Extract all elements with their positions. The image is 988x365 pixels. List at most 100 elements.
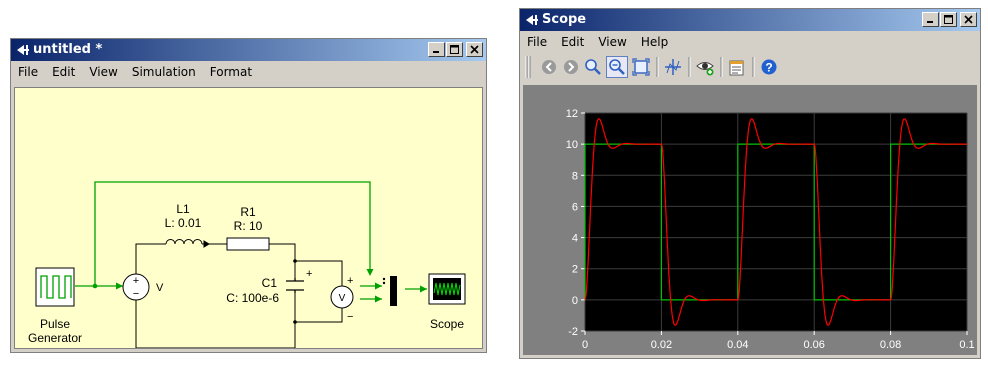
schematic-canvas[interactable]: Pulse Generator + − V L1 L: 0.01 R1 R: 1… [14, 87, 483, 349]
menu-simulation[interactable]: Simulation [131, 65, 196, 79]
toolbar-separator [656, 57, 659, 77]
voltage-source-label: V [156, 282, 164, 294]
forward-icon [564, 60, 578, 74]
toolbar-separator [688, 57, 691, 77]
x-tick-label: 0.02 [651, 339, 672, 351]
help-icon: ? [761, 59, 777, 75]
menu-format[interactable]: Format [209, 65, 253, 79]
y-axis-ticks: -2 0 2 4 6 8 10 12 [566, 108, 585, 338]
x-tick-label: 0 [582, 339, 588, 351]
y-tick-label: -2 [568, 326, 578, 338]
eye-button[interactable] [694, 56, 716, 78]
menu-view[interactable]: View [89, 65, 118, 79]
menu-help[interactable]: Help [640, 35, 669, 49]
close-button[interactable] [466, 42, 483, 57]
capacitor-name: C1 [262, 276, 278, 290]
app-icon [17, 45, 29, 55]
y-tick-label: 0 [572, 295, 578, 307]
wire-junctions [92, 283, 98, 289]
voltage-source[interactable] [122, 273, 150, 301]
inductor-value: L: 0.01 [165, 216, 202, 230]
capacitor-plus: + [306, 268, 312, 280]
app-icon [526, 15, 538, 25]
series-output-response [584, 118, 967, 326]
close-button[interactable] [960, 12, 977, 27]
zoom-fit-button[interactable] [630, 56, 652, 78]
voltage-source-minus: − [133, 288, 139, 300]
x-tick-label: 0.08 [880, 339, 901, 351]
zoom-active-icon [609, 59, 625, 75]
scope-block[interactable] [428, 273, 466, 305]
voltmeter-label: V [339, 293, 346, 304]
model-menubar: File Edit View Simulation Format [11, 61, 486, 83]
x-tick-label: 0.06 [803, 339, 824, 351]
maximize-button[interactable] [446, 42, 463, 57]
y-tick-label: 8 [572, 170, 578, 182]
x-tick-label: 0.04 [727, 339, 748, 351]
series-layer [584, 118, 967, 326]
properties-button[interactable] [726, 56, 748, 78]
forward-button[interactable] [560, 56, 582, 78]
scope-block-label: Scope [430, 317, 464, 331]
voltmeter-minus: − [347, 311, 353, 323]
maximize-icon [944, 15, 953, 24]
signal-mux[interactable] [382, 276, 397, 306]
signal-arrows [116, 269, 427, 303]
properties-icon [729, 60, 744, 76]
y-tick-label: 6 [572, 201, 578, 213]
eye-icon [696, 62, 714, 76]
pulse-generator-block[interactable] [35, 267, 75, 307]
svg-text:?: ? [765, 61, 772, 75]
menu-edit[interactable]: Edit [561, 35, 585, 49]
pulse-generator-label: Pulse [40, 317, 70, 331]
scope-toolbar: ? [520, 53, 980, 81]
cursor-icon [665, 59, 681, 75]
voltmeter[interactable] [330, 285, 354, 309]
minimize-button[interactable] [922, 12, 939, 27]
back-button[interactable] [538, 56, 560, 78]
close-icon [470, 45, 479, 54]
minimize-icon [433, 51, 439, 53]
cursor-button[interactable] [662, 56, 684, 78]
zoom-button[interactable] [582, 56, 604, 78]
zoom-fit-icon [632, 58, 650, 76]
menu-view[interactable]: View [598, 35, 627, 49]
help-button[interactable]: ? [758, 56, 780, 78]
zoom-active-button[interactable] [606, 56, 628, 78]
y-tick-label: 10 [566, 139, 578, 151]
scope-menubar: File Edit View Help [520, 31, 980, 53]
toolbar-separator [720, 57, 723, 77]
scope-chart: -2 0 2 4 6 8 10 12 0 0.02 0.04 0.06 0.08 0.1 [566, 108, 975, 351]
plot-background [585, 113, 967, 331]
y-tick-label: 2 [572, 264, 578, 276]
model-window: untitled * File Edit View Simulation For… [10, 38, 487, 353]
inductor[interactable] [165, 239, 210, 248]
resistor-name: R1 [240, 205, 256, 219]
y-tick-label: 4 [572, 233, 578, 245]
close-icon [964, 15, 973, 24]
menu-file[interactable]: File [527, 35, 548, 49]
x-axis-ticks: 0 0.02 0.04 0.06 0.08 0.1 [582, 331, 975, 351]
voltmeter-plus: + [347, 275, 353, 287]
back-icon [542, 60, 556, 74]
x-tick-label: 0.1 [959, 339, 974, 351]
capacitor[interactable] [286, 278, 304, 293]
maximize-icon [450, 45, 459, 54]
menu-edit[interactable]: Edit [52, 65, 76, 79]
scope-window-title: Scope [542, 12, 587, 27]
scope-titlebar[interactable]: Scope [520, 9, 980, 31]
voltage-source-plus: + [133, 275, 139, 287]
scope-plot-area[interactable]: -2 0 2 4 6 8 10 12 0 0.02 0.04 0.06 0.08 0.1 [523, 85, 977, 355]
toolbar-grip [525, 56, 531, 78]
minimize-button[interactable] [428, 42, 445, 57]
toolbar-separator [752, 57, 755, 77]
model-titlebar[interactable]: untitled * [11, 39, 486, 61]
minimize-icon [927, 21, 933, 23]
model-window-title: untitled * [33, 42, 103, 57]
menu-file[interactable]: File [18, 65, 39, 79]
inductor-name: L1 [176, 202, 190, 216]
capacitor-value: C: 100e-6 [226, 291, 279, 305]
resistor[interactable] [226, 237, 270, 251]
signal-wires [75, 181, 427, 300]
maximize-button[interactable] [940, 12, 957, 27]
